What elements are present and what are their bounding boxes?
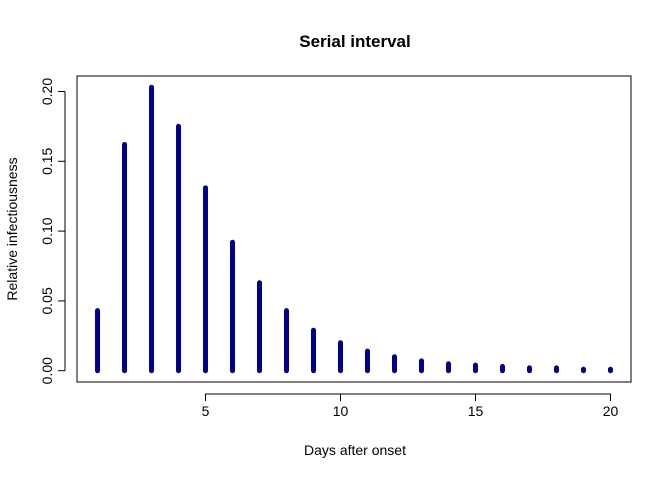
x-tick-label-10: 10 [333,403,349,419]
y-axis-label: Relative infectiousness [4,157,20,300]
x-axis-label: Days after onset [304,442,406,458]
x-tick-label-20: 20 [603,403,619,419]
x-tick-label-15: 15 [468,403,484,419]
y-axis: 0.00 0.05 0.10 0.15 0.20 [39,78,66,384]
y-tick-label-0.10: 0.10 [39,217,55,244]
y-tick-label-0.20: 0.20 [39,78,55,105]
chart-title: Serial interval [299,32,411,51]
x-tick-label-5: 5 [202,403,210,419]
y-tick-label-0.05: 0.05 [39,287,55,314]
y-tick-label-0.15: 0.15 [39,147,55,174]
bars-group [95,84,613,374]
x-axis: 5 10 15 20 [202,393,619,419]
y-tick-label-0.00: 0.00 [39,357,55,384]
plot-frame [76,75,632,383]
